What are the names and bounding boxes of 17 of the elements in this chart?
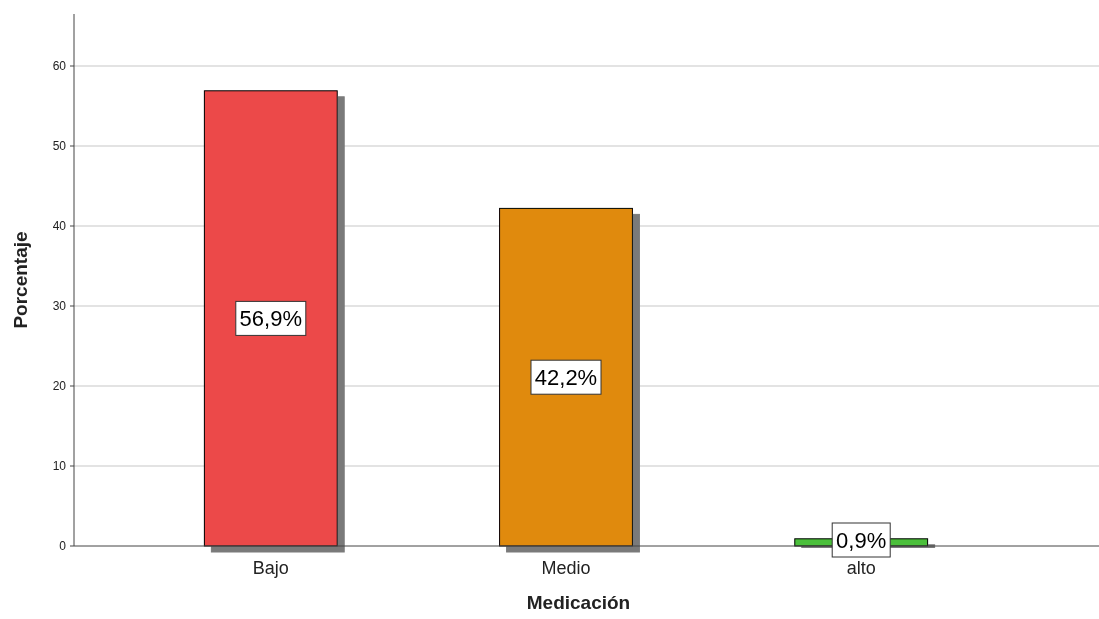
y-tick-label: 20 <box>52 379 67 394</box>
x-axis-title: Medicación <box>526 592 631 613</box>
data-label: 56,9% <box>239 306 302 332</box>
y-tick-label: 50 <box>52 139 67 154</box>
y-tick-label: 30 <box>52 299 67 314</box>
y-tick-label: 0 <box>59 539 67 554</box>
x-tick-label: alto <box>846 558 876 578</box>
y-tick-label: 40 <box>52 219 67 234</box>
y-tick-label: 60 <box>52 59 67 74</box>
bar <box>499 207 633 547</box>
bar <box>203 90 338 547</box>
x-tick-label: Medio <box>541 558 591 578</box>
y-axis-title: Porcentaje <box>10 231 31 329</box>
y-tick-label: 10 <box>52 459 67 474</box>
data-label: 0,9% <box>836 527 887 553</box>
x-tick-label: Bajo <box>252 558 289 578</box>
data-label: 42,2% <box>534 365 598 391</box>
